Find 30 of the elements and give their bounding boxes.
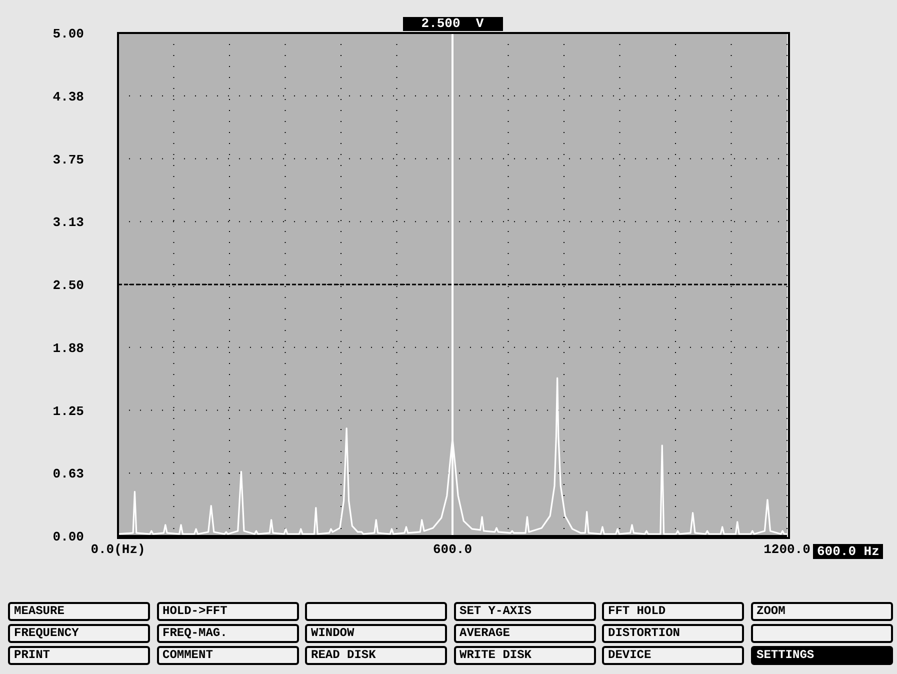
text: MEASURE	[8, 602, 150, 621]
text: FREQUENCY	[8, 624, 150, 643]
y-tick-label: 0.00	[52, 530, 84, 545]
y-tick-label: 1.88	[52, 340, 84, 356]
x-tick-label: 0.0(Hz)	[90, 542, 146, 558]
text: HOLD->FFT	[156, 602, 298, 621]
y-tick-label: 5.00	[52, 26, 84, 42]
text: FREQ-MAG.	[156, 624, 298, 643]
y-tick-label: 2.50	[52, 278, 84, 294]
x-tick-label: 1200.0	[764, 542, 811, 558]
text: COMMENT	[156, 646, 298, 665]
text: SETTINGS	[750, 646, 892, 665]
text: FFT HOLD	[602, 602, 744, 621]
text: WINDOW	[305, 624, 447, 643]
y-tick-label: 1.25	[52, 404, 84, 419]
y-tick-label: 3.75	[52, 152, 84, 168]
ref-line-label: 600.0 Hz	[813, 544, 884, 559]
text: READ DISK	[305, 646, 447, 665]
text: DEVICE	[602, 646, 744, 665]
text: WRITE DISK	[454, 646, 596, 665]
annotation: 2.500 V	[402, 16, 502, 31]
text: ZOOM	[750, 602, 892, 621]
text: PRINT	[8, 646, 150, 665]
y-tick-label: 3.13	[52, 215, 84, 230]
y-tick-label: 0.63	[52, 466, 84, 482]
text: DISTORTION	[602, 624, 744, 643]
text: SET Y-AXIS	[454, 602, 596, 621]
text: AVERAGE	[454, 624, 596, 643]
y-tick-label: 4.38	[52, 89, 84, 104]
x-tick-label: 600.0	[432, 542, 472, 558]
